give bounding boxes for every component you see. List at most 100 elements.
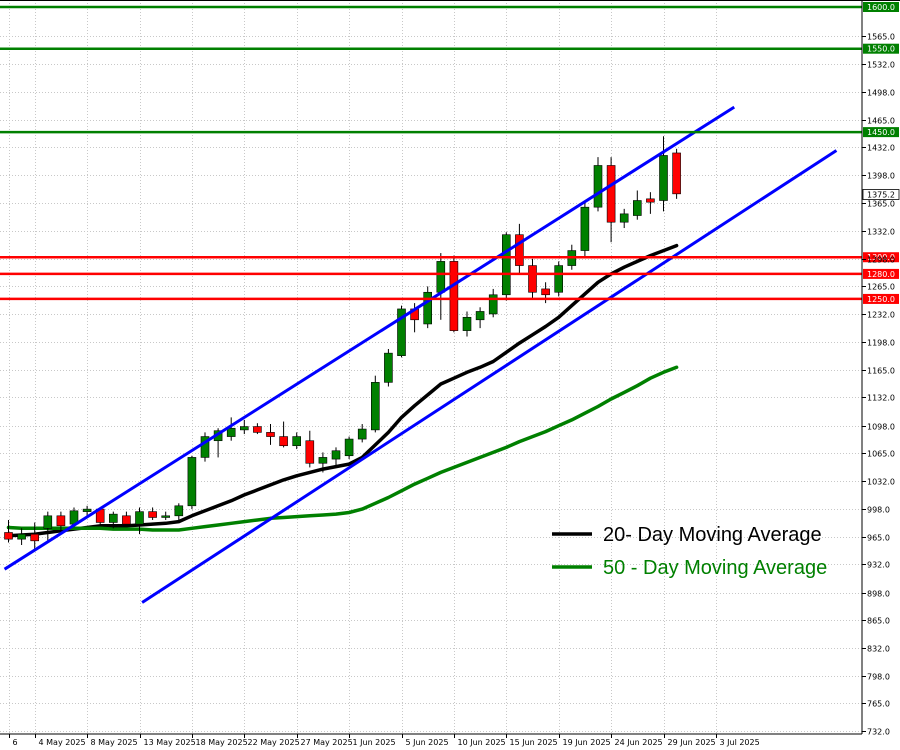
trend-line-channel-upper bbox=[3, 105, 736, 571]
candle-body bbox=[122, 515, 131, 525]
candle-body bbox=[436, 261, 446, 293]
legend-label: 20- Day Moving Average bbox=[603, 524, 822, 546]
y-tick-label: 798.0 bbox=[867, 673, 890, 682]
candle-body bbox=[384, 352, 393, 383]
ma-line bbox=[6, 243, 679, 538]
candle-body bbox=[462, 316, 472, 331]
legend: 20- Day Moving Average 50 - Day Moving Av… bbox=[552, 524, 827, 579]
candle-body bbox=[580, 206, 590, 251]
x-tick-label: 15 Jun 2025 bbox=[510, 738, 558, 747]
y-tick-label: 832.0 bbox=[867, 645, 890, 654]
level-tag-label: 1300.0 bbox=[867, 253, 895, 262]
candle-body bbox=[606, 165, 616, 223]
y-tick-label: 932.0 bbox=[867, 561, 890, 570]
candle-body bbox=[200, 436, 210, 458]
candle-body bbox=[528, 265, 537, 293]
level-tag bbox=[863, 252, 899, 263]
candle-body bbox=[43, 515, 53, 529]
y-tick-label: 1432.0 bbox=[867, 144, 895, 153]
x-tick-label: 3 Jul 2025 bbox=[720, 738, 760, 747]
ma-line bbox=[6, 365, 679, 532]
candle-body bbox=[344, 438, 354, 457]
candles bbox=[4, 136, 681, 550]
y-tick-label: 1532.0 bbox=[867, 61, 895, 70]
level-tag bbox=[863, 127, 899, 138]
candle-body bbox=[161, 515, 170, 518]
candle-body bbox=[318, 457, 328, 464]
level-tag-label: 1250.0 bbox=[867, 295, 895, 304]
candle-body bbox=[279, 436, 288, 447]
level-tag-label: 1450.0 bbox=[867, 128, 895, 137]
candle-body bbox=[357, 428, 367, 440]
candle-body bbox=[646, 198, 655, 203]
candle-body bbox=[292, 436, 302, 447]
candle-body bbox=[82, 508, 92, 512]
candle-body bbox=[240, 426, 249, 431]
y-tick-label: 1198.0 bbox=[867, 339, 895, 348]
candle-body bbox=[475, 311, 485, 321]
x-tick-label: 29 Jun 2025 bbox=[668, 738, 716, 747]
y-tick-label: 1365.0 bbox=[867, 200, 895, 209]
candle-body bbox=[305, 440, 315, 464]
candle-body bbox=[148, 511, 157, 518]
candle-body bbox=[619, 213, 629, 223]
y-tick-label: 1565.0 bbox=[867, 33, 895, 42]
trend-channel bbox=[3, 105, 838, 604]
candle-body bbox=[370, 382, 380, 431]
x-tick-label: 6 bbox=[13, 738, 18, 747]
x-tick-label: 5 Jun 2025 bbox=[406, 738, 449, 747]
y-tick-label: 898.0 bbox=[867, 590, 890, 599]
candle-body bbox=[135, 511, 144, 525]
current-price-label: 1375.2 bbox=[867, 191, 895, 200]
candle-body bbox=[423, 291, 433, 325]
candle-body bbox=[17, 533, 26, 540]
level-tag-label: 1600.0 bbox=[867, 3, 895, 12]
x-tick-label: 24 Jun 2025 bbox=[615, 738, 663, 747]
y-tick-label: 1398.0 bbox=[867, 172, 895, 181]
candle-body bbox=[632, 200, 642, 216]
y-axis-ticks: 732.0 765.0 798.0 832.0 865.0 898.0 932.0 965.0… bbox=[862, 33, 895, 737]
level-tag bbox=[863, 293, 899, 304]
candle-body bbox=[541, 288, 550, 296]
y-tick-label: 1132.0 bbox=[867, 394, 895, 403]
y-tick-label: 1498.0 bbox=[867, 89, 895, 98]
candle-body bbox=[397, 308, 406, 356]
y-tick-label: 865.0 bbox=[867, 617, 890, 626]
y-tick-label: 1298.0 bbox=[867, 256, 895, 265]
candle-body bbox=[4, 532, 13, 540]
candle-body bbox=[331, 450, 341, 460]
y-tick-label: 732.0 bbox=[867, 728, 890, 737]
level-tag bbox=[863, 268, 899, 279]
y-tick-label: 1032.0 bbox=[867, 478, 895, 487]
horizontal-levels: 1600.0 1550.0 1450.0 1300.0 1280.0 1250.0 1375… bbox=[0, 2, 900, 304]
candle-body bbox=[449, 261, 459, 331]
candle-body bbox=[515, 234, 524, 266]
y-tick-label: 1098.0 bbox=[867, 423, 895, 432]
legend-label: 50 - Day Moving Average bbox=[603, 557, 827, 579]
y-tick-label: 1232.0 bbox=[867, 311, 895, 320]
x-tick-label: 27 May 2025 bbox=[301, 738, 353, 747]
candle-body bbox=[266, 432, 275, 437]
candle-body bbox=[30, 533, 40, 542]
y-tick-label: 998.0 bbox=[867, 506, 890, 515]
candle-body bbox=[253, 426, 262, 433]
x-axis-ticks: 6 4 May 2025 8 May 2025 13 May 2025 18 May 2… bbox=[9, 734, 760, 747]
moving-averages bbox=[6, 243, 679, 538]
y-tick-label: 765.0 bbox=[867, 700, 890, 709]
x-tick-label: 4 May 2025 bbox=[39, 738, 86, 747]
trend-line-channel-lower bbox=[141, 149, 838, 604]
level-tag bbox=[863, 2, 899, 12]
current-price-tag bbox=[862, 189, 900, 200]
candle-body bbox=[174, 505, 184, 517]
y-tick-label: 1065.0 bbox=[867, 450, 895, 459]
y-tick-label: 965.0 bbox=[867, 534, 890, 543]
x-tick-label: 10 Jun 2025 bbox=[458, 738, 506, 747]
y-tick-label: 1165.0 bbox=[867, 367, 895, 376]
y-tick-label: 1465.0 bbox=[867, 117, 895, 126]
y-tick-label: 1265.0 bbox=[867, 283, 895, 292]
x-tick-label: 19 Jun 2025 bbox=[563, 738, 611, 747]
x-tick-label: 18 May 2025 bbox=[196, 738, 248, 747]
